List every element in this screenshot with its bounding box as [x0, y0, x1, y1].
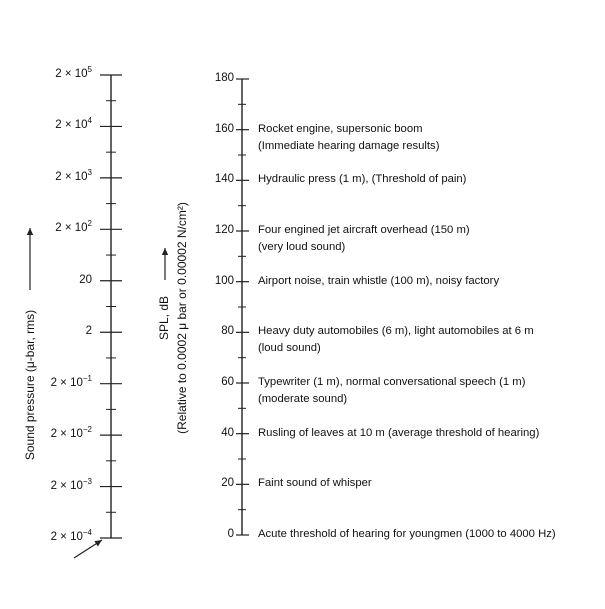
sound-source-label: Typewriter (1 m), normal conversational … [258, 376, 526, 388]
pressure-tick-label: 2 × 10−4 [0, 528, 92, 544]
pressure-tick-label: 2 × 102 [0, 219, 92, 235]
pressure-axis-arrow-head [26, 228, 34, 235]
sound-source-note: (Immediate hearing damage results) [258, 139, 440, 152]
pressure-tick-label: 2 × 10−3 [0, 476, 92, 493]
axis-arrows [26, 228, 169, 559]
pressure-tick-base: 2 × 10 [55, 119, 88, 132]
pressure-tick-base: 2 × 10 [50, 376, 83, 389]
spl-tick-label: 180 [214, 72, 234, 84]
spl-tick-label: 40 [221, 426, 234, 439]
spl-tick-label: 60 [221, 376, 234, 388]
pressure-tick-base: 20 [79, 273, 92, 286]
pressure-tick-base: 2 × 10 [50, 479, 83, 492]
pressure-scale [100, 74, 122, 539]
sound-source-label: Rusling of leaves at 10 m (average thres… [258, 426, 540, 439]
spl-axis-reference-label: (Relative to 0.0002 μ bar or 0.00002 N/c… [174, 202, 189, 434]
pressure-tick-exponent: 2 [87, 219, 92, 229]
sound-source-label: Faint sound of whisper [258, 477, 372, 490]
sound-source-label: Heavy duty automobiles (6 m), light auto… [258, 325, 534, 338]
pressure-tick-base: 2 × 10 [55, 170, 88, 183]
sound-source-label: Hydraulic press (1 m), (Threshold of pai… [258, 173, 467, 186]
pressure-tick-base: 2 [85, 325, 92, 338]
sound-source-note: (very loud sound) [258, 241, 346, 253]
spl-tick-label: 20 [221, 477, 234, 490]
sound-source-label: Airport noise, train whistle (100 m), no… [258, 274, 500, 287]
pressure-tick-base: 2 × 10 [55, 68, 88, 80]
pressure-tick-exponent: −3 [82, 476, 92, 486]
pressure-tick-label: 2 × 103 [0, 168, 92, 184]
spl-axis-label: SPL, dB [157, 295, 172, 341]
pressure-tick-label: 2 × 10−2 [0, 425, 92, 441]
spl-scale [236, 78, 249, 536]
pressure-tick-exponent: −2 [82, 425, 92, 435]
spl-tick-label: 100 [214, 274, 234, 287]
pressure-tick-base: 2 × 10 [50, 531, 83, 543]
pressure-tick-base: 2 × 10 [50, 428, 83, 441]
pressure-tick-label: 20 [0, 274, 92, 287]
spl-axis-arrow-head [161, 248, 169, 255]
sound-source-label: Acute threshold of hearing for youngmen … [258, 528, 556, 540]
pressure-tick-label: 2 × 104 [0, 116, 92, 132]
pressure-tick-exponent: 3 [87, 168, 92, 178]
reference-pointer-arrow-head [94, 540, 102, 547]
sound-source-label: Rocket engine, supersonic boom [258, 122, 423, 135]
pressure-tick-exponent: −1 [82, 373, 92, 383]
pressure-axis-label: Sound pressure (μ-bar, rms) [23, 309, 38, 461]
pressure-tick-base: 2 × 10 [55, 222, 88, 235]
pressure-tick-label: 2 [0, 325, 92, 338]
sound-source-label: Four engined jet aircraft overhead (150 … [258, 224, 470, 236]
pressure-tick-exponent: 4 [87, 116, 92, 126]
spl-tick-label: 0 [227, 528, 234, 540]
spl-tick-label: 160 [214, 122, 234, 135]
sound-source-note: (loud sound) [258, 342, 321, 355]
spl-tick-label: 140 [214, 173, 234, 186]
pressure-tick-label: 2 × 105 [0, 65, 92, 81]
sound-source-note: (moderate sound) [258, 393, 348, 405]
pressure-tick-exponent: 5 [87, 65, 92, 75]
pressure-tick-exponent: −4 [82, 528, 92, 538]
spl-tick-label: 80 [221, 325, 234, 338]
pressure-tick-label: 2 × 10−1 [0, 373, 92, 390]
spl-tick-label: 120 [214, 224, 234, 236]
